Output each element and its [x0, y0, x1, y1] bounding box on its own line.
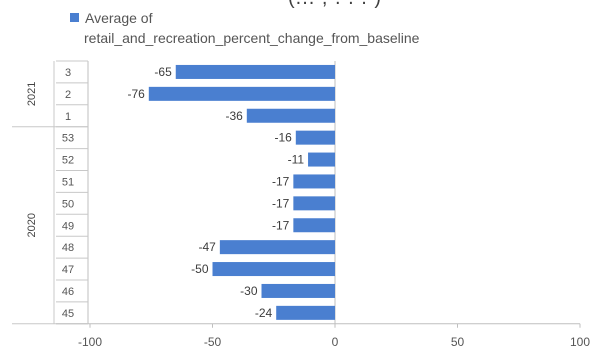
data-label-2: -76 — [127, 87, 145, 101]
bar-47 — [212, 262, 335, 277]
year-label-2020: 2020 — [26, 213, 38, 237]
category-label-51: 51 — [62, 176, 74, 188]
bar-46 — [261, 283, 335, 298]
legend-text-line2: retail_and_recreation_percent_change_fro… — [84, 30, 420, 46]
x-tick-label-4: 100 — [570, 335, 590, 349]
data-label-52: -11 — [288, 153, 305, 167]
x-tick-label-2: 0 — [332, 335, 339, 349]
data-label-1: -36 — [225, 109, 243, 123]
bar-52 — [308, 152, 335, 167]
x-tick-label-1: -50 — [204, 335, 222, 349]
category-label-50: 50 — [62, 198, 74, 210]
bar-48 — [219, 240, 335, 255]
data-label-45: -24 — [255, 306, 273, 320]
chart-title-partial: (... , . . . ) — [288, 0, 382, 10]
data-label-46: -30 — [240, 284, 258, 298]
category-label-3: 3 — [65, 67, 71, 79]
bar-2 — [148, 86, 335, 101]
data-label-49: -17 — [272, 218, 290, 232]
category-label-49: 49 — [62, 220, 74, 232]
x-tick-label-0: -100 — [78, 335, 102, 349]
legend-text-line1: Average of — [85, 10, 153, 26]
bar-3 — [175, 64, 335, 79]
category-label-45: 45 — [62, 308, 74, 320]
bar-50 — [293, 196, 335, 211]
data-label-50: -17 — [272, 196, 290, 210]
legend-swatch — [70, 13, 79, 22]
category-label-47: 47 — [62, 264, 74, 276]
category-label-2: 2 — [65, 89, 71, 101]
bar-45 — [276, 305, 335, 320]
bar-51 — [293, 174, 335, 189]
data-label-51: -17 — [272, 174, 290, 188]
category-label-53: 53 — [62, 133, 74, 145]
category-label-48: 48 — [62, 242, 74, 254]
category-label-1: 1 — [65, 111, 71, 123]
bar-53 — [295, 130, 335, 145]
x-tick-label-3: 50 — [451, 335, 465, 349]
bar-49 — [293, 218, 335, 233]
data-label-48: -47 — [199, 240, 217, 254]
year-label-2021: 2021 — [26, 82, 38, 106]
category-label-46: 46 — [62, 286, 74, 298]
bar-1 — [246, 108, 335, 123]
data-label-53: -16 — [274, 131, 292, 145]
legend: Average of retail_and_recreation_percent… — [70, 8, 570, 48]
data-label-3: -65 — [154, 65, 172, 79]
category-label-52: 52 — [62, 155, 74, 167]
data-label-47: -50 — [191, 262, 209, 276]
